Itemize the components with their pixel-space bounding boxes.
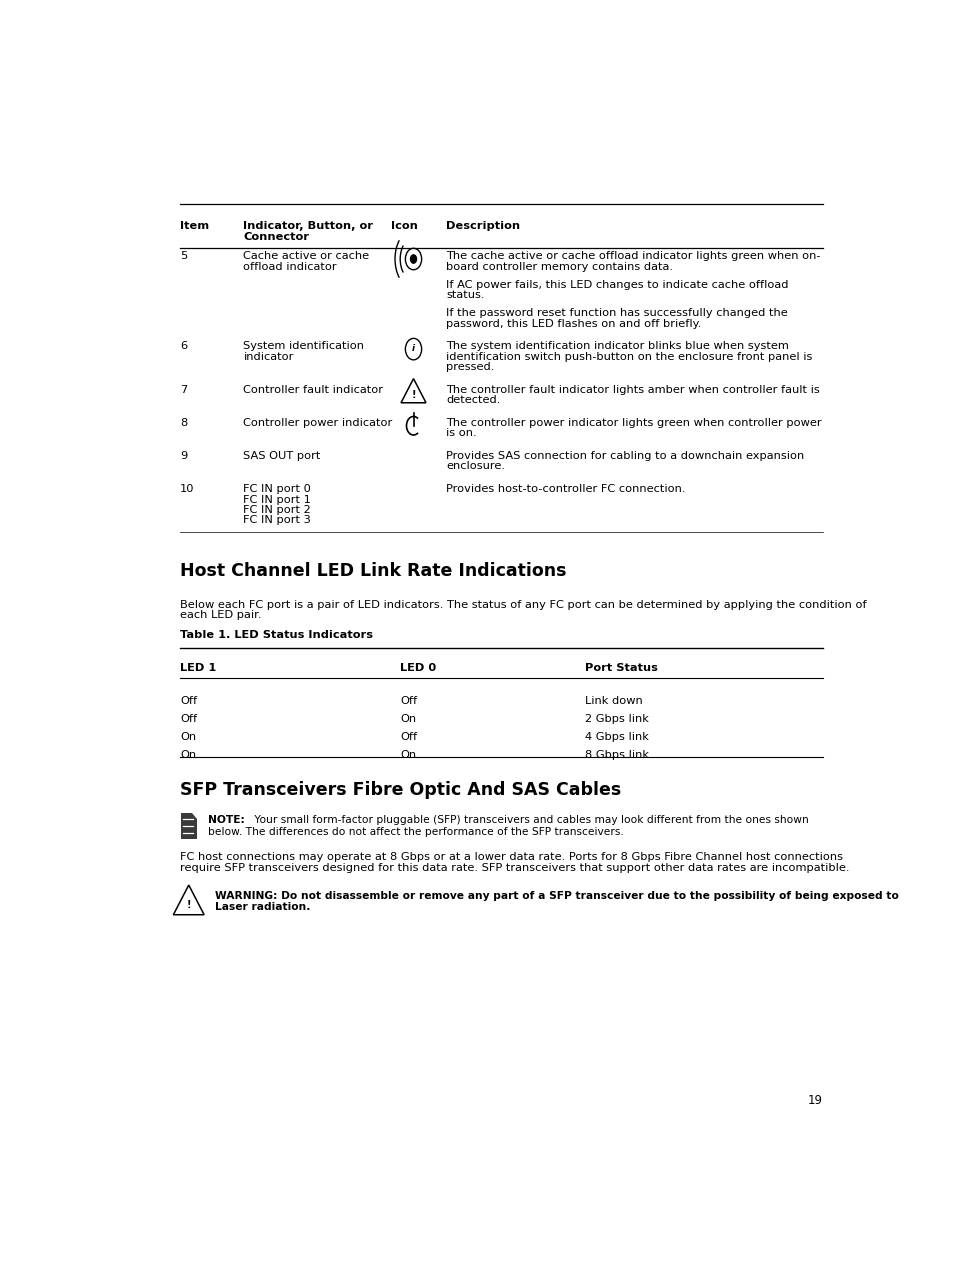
Text: 10: 10 — [180, 484, 194, 495]
Text: pressed.: pressed. — [446, 363, 494, 372]
Text: require SFP transceivers designed for this data rate. SFP transceivers that supp: require SFP transceivers designed for th… — [180, 862, 848, 872]
Text: FC IN port 3: FC IN port 3 — [243, 515, 311, 525]
Text: Item: Item — [180, 222, 209, 232]
Text: FC IN port 1: FC IN port 1 — [243, 495, 311, 505]
Bar — [180, 813, 196, 838]
Text: Off: Off — [180, 714, 197, 724]
Text: The controller fault indicator lights amber when controller fault is: The controller fault indicator lights am… — [446, 384, 819, 394]
Text: SAS OUT port: SAS OUT port — [243, 451, 320, 462]
Text: below. The differences do not affect the performance of the SFP transceivers.: below. The differences do not affect the… — [208, 827, 623, 837]
Text: Off: Off — [400, 732, 416, 742]
Text: Your small form-factor pluggable (SFP) transceivers and cables may look differen: Your small form-factor pluggable (SFP) t… — [251, 815, 808, 825]
Polygon shape — [193, 813, 196, 819]
Text: Off: Off — [400, 696, 416, 706]
Text: Provides SAS connection for cabling to a downchain expansion: Provides SAS connection for cabling to a… — [446, 451, 803, 462]
Text: i: i — [412, 344, 415, 353]
Text: Laser radiation.: Laser radiation. — [215, 903, 311, 913]
Text: 6: 6 — [180, 341, 187, 351]
Text: The controller power indicator lights green when controller power: The controller power indicator lights gr… — [446, 418, 821, 427]
Text: Link down: Link down — [584, 696, 642, 706]
Text: FC IN port 2: FC IN port 2 — [243, 505, 311, 515]
Text: Below each FC port is a pair of LED indicators. The status of any FC port can be: Below each FC port is a pair of LED indi… — [180, 600, 865, 610]
Text: 8: 8 — [180, 418, 187, 427]
Text: !: ! — [186, 899, 191, 909]
Text: 7: 7 — [180, 384, 187, 394]
Text: status.: status. — [446, 290, 484, 301]
Text: 8 Gbps link: 8 Gbps link — [584, 751, 648, 761]
Text: !: ! — [411, 389, 416, 399]
Text: Port Status: Port Status — [584, 663, 658, 673]
Text: LED 0: LED 0 — [400, 663, 436, 673]
Text: The cache active or cache offload indicator lights green when on-: The cache active or cache offload indica… — [446, 251, 820, 261]
Text: Icon: Icon — [391, 222, 417, 232]
Text: Indicator, Button, or: Indicator, Button, or — [243, 222, 373, 232]
Text: The system identification indicator blinks blue when system: The system identification indicator blin… — [446, 341, 788, 351]
Text: On: On — [400, 714, 416, 724]
Text: Host Channel LED Link Rate Indications: Host Channel LED Link Rate Indications — [180, 563, 566, 581]
Text: Table 1. LED Status Indicators: Table 1. LED Status Indicators — [180, 630, 373, 640]
Text: detected.: detected. — [446, 396, 500, 406]
Text: If AC power fails, this LED changes to indicate cache offload: If AC power fails, this LED changes to i… — [446, 280, 788, 289]
Text: Controller fault indicator: Controller fault indicator — [243, 384, 383, 394]
Text: On: On — [180, 751, 195, 761]
Circle shape — [410, 254, 416, 264]
Text: 19: 19 — [807, 1094, 822, 1107]
Text: each LED pair.: each LED pair. — [180, 610, 261, 620]
Text: 4 Gbps link: 4 Gbps link — [584, 732, 648, 742]
Text: Controller power indicator: Controller power indicator — [243, 418, 393, 427]
Text: WARNING: Do not disassemble or remove any part of a SFP transceiver due to the p: WARNING: Do not disassemble or remove an… — [215, 890, 899, 900]
Text: 9: 9 — [180, 451, 187, 462]
Text: Off: Off — [180, 696, 197, 706]
Text: NOTE:: NOTE: — [208, 815, 245, 825]
Text: Provides host-to-controller FC connection.: Provides host-to-controller FC connectio… — [446, 484, 685, 495]
Text: On: On — [180, 732, 195, 742]
Text: 5: 5 — [180, 251, 187, 261]
Text: password, this LED flashes on and off briefly.: password, this LED flashes on and off br… — [446, 318, 700, 328]
Text: System identification: System identification — [243, 341, 364, 351]
Text: LED 1: LED 1 — [180, 663, 216, 673]
Text: board controller memory contains data.: board controller memory contains data. — [446, 261, 672, 271]
Text: FC IN port 0: FC IN port 0 — [243, 484, 311, 495]
Text: Connector: Connector — [243, 232, 309, 242]
Text: enclosure.: enclosure. — [446, 462, 504, 472]
Text: If the password reset function has successfully changed the: If the password reset function has succe… — [446, 308, 787, 318]
Text: FC host connections may operate at 8 Gbps or at a lower data rate. Ports for 8 G: FC host connections may operate at 8 Gbp… — [180, 852, 842, 862]
Text: Description: Description — [446, 222, 519, 232]
Text: offload indicator: offload indicator — [243, 261, 336, 271]
Text: indicator: indicator — [243, 351, 294, 361]
Text: is on.: is on. — [446, 429, 476, 439]
Text: SFP Transceivers Fibre Optic And SAS Cables: SFP Transceivers Fibre Optic And SAS Cab… — [180, 781, 620, 799]
Text: identification switch push-button on the enclosure front panel is: identification switch push-button on the… — [446, 351, 812, 361]
Text: Cache active or cache: Cache active or cache — [243, 251, 369, 261]
Text: 2 Gbps link: 2 Gbps link — [584, 714, 648, 724]
Text: On: On — [400, 751, 416, 761]
